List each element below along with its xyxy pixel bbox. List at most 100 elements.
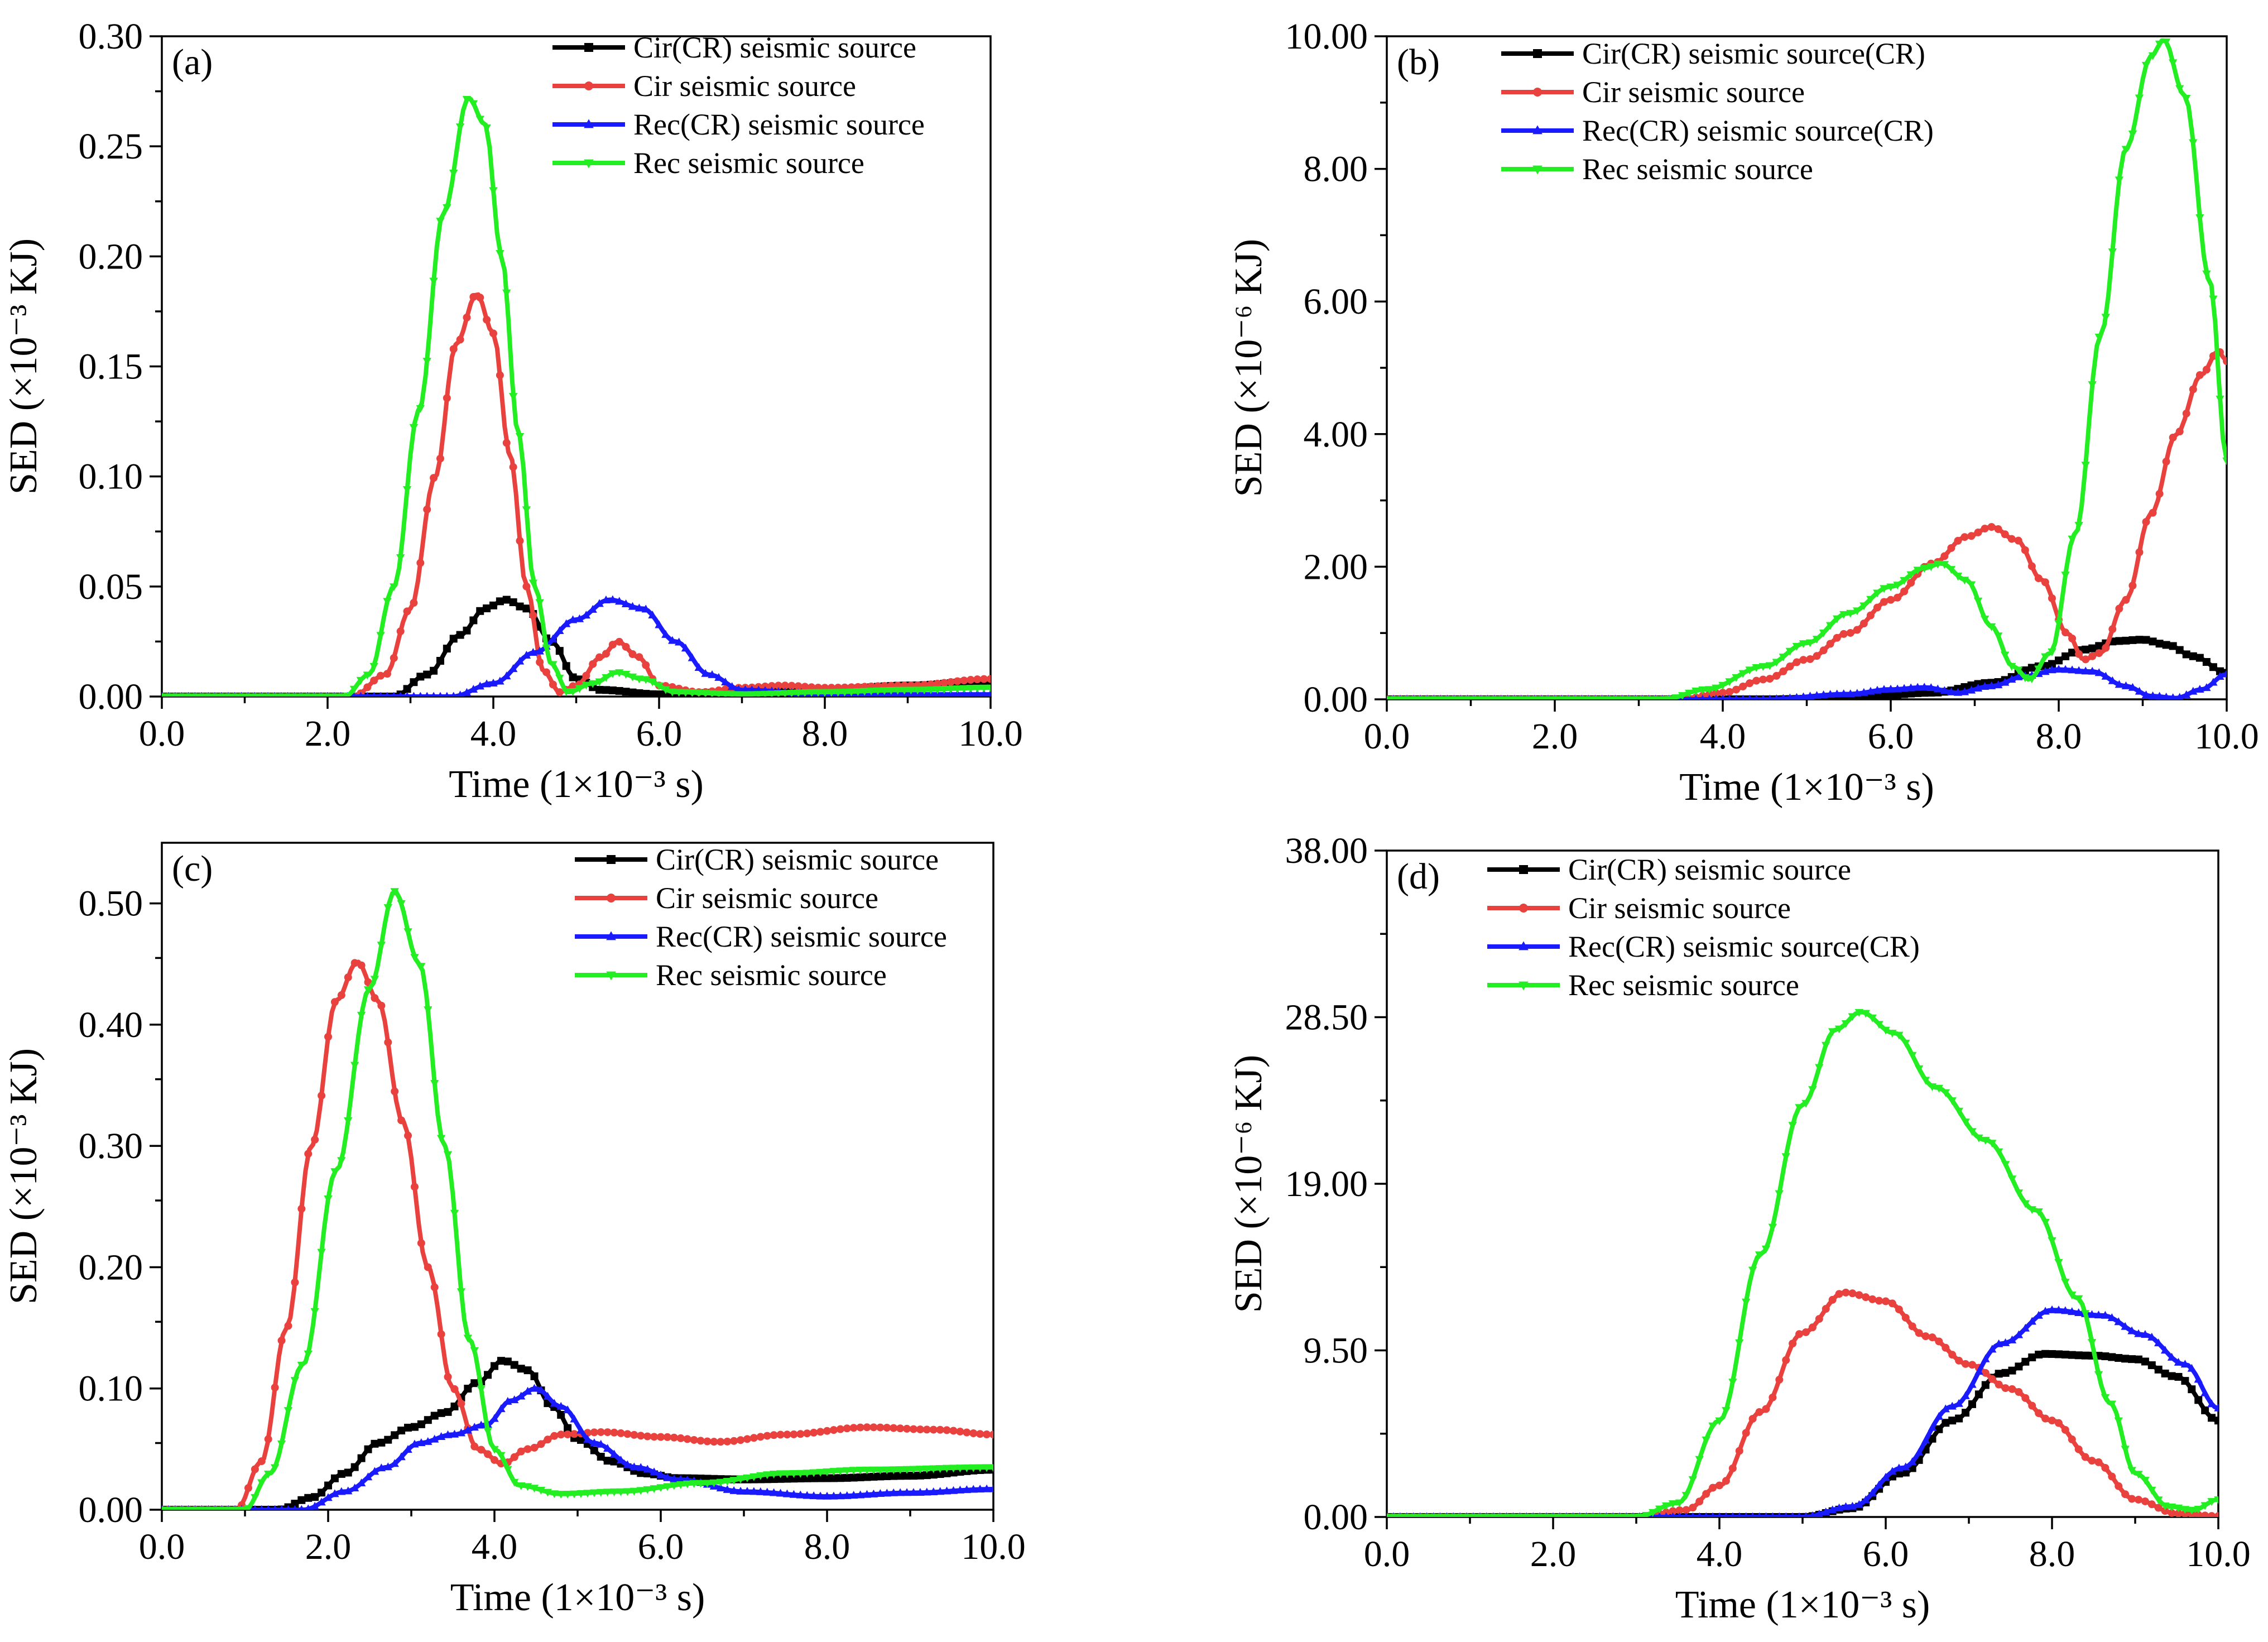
data-point <box>807 689 816 697</box>
data-point <box>608 641 617 649</box>
data-point <box>1961 533 1969 541</box>
data-point <box>1766 675 1774 683</box>
data-point <box>292 1505 298 1510</box>
data-point <box>1828 1028 1837 1036</box>
data-point <box>1682 1506 1690 1514</box>
data-point <box>457 1428 466 1437</box>
data-point <box>1994 1148 2003 1156</box>
data-point <box>1901 1468 1910 1477</box>
data-point <box>490 1446 499 1454</box>
legend-marker <box>1519 865 1528 874</box>
data-point <box>789 1490 799 1498</box>
data-point <box>556 1491 565 1499</box>
data-point <box>1868 1014 1877 1022</box>
data-point <box>2068 1435 2076 1444</box>
data-point <box>497 1452 506 1460</box>
data-point <box>2121 1322 2130 1330</box>
x-tick-label: 10.0 <box>2186 1534 2251 1574</box>
data-point <box>696 1437 705 1445</box>
data-point <box>622 688 630 696</box>
series-rec-seismic-source <box>162 888 993 1510</box>
data-point <box>1941 1404 1950 1413</box>
data-point <box>987 689 991 697</box>
data-point <box>1947 544 1955 552</box>
data-point <box>2188 1385 2196 1394</box>
data-point <box>982 1484 991 1492</box>
data-point <box>2074 1295 2083 1303</box>
data-point <box>1873 603 1881 612</box>
data-point <box>1907 1457 1917 1466</box>
data-point <box>1895 1470 1903 1478</box>
data-point <box>2108 1472 2116 1481</box>
data-point <box>390 888 399 896</box>
data-point <box>290 693 299 697</box>
data-point <box>2195 684 2204 693</box>
data-point <box>2115 176 2124 185</box>
data-point <box>641 676 650 684</box>
data-point <box>1854 1009 1864 1017</box>
data-point <box>1806 655 1814 663</box>
data-point <box>224 693 233 697</box>
data-point <box>404 1423 412 1432</box>
data-point <box>1562 1514 1571 1517</box>
data-point <box>337 1470 345 1478</box>
data-point <box>1967 532 1976 540</box>
series-line <box>1387 1290 2218 1517</box>
data-point <box>2081 1453 2089 1461</box>
data-point <box>2222 669 2227 678</box>
data-point <box>2169 433 2177 441</box>
data-point <box>337 1487 346 1495</box>
data-point <box>1900 587 1909 596</box>
legend-marker <box>607 894 616 902</box>
data-point <box>285 1505 291 1510</box>
data-point <box>443 645 451 653</box>
data-point <box>973 684 982 693</box>
data-point <box>902 1488 911 1496</box>
data-point <box>2114 1317 2123 1326</box>
data-point <box>1859 688 1868 696</box>
legend-marker <box>584 119 594 128</box>
data-point <box>2007 1175 2017 1184</box>
data-point <box>2061 572 2070 580</box>
data-point <box>1893 684 1902 693</box>
data-point <box>430 666 438 675</box>
x-tick-label: 2.0 <box>1530 1534 1577 1574</box>
data-point <box>623 1488 632 1496</box>
data-point <box>2028 1353 2036 1362</box>
x-tick-label: 6.0 <box>638 1526 684 1567</box>
data-point <box>555 688 564 697</box>
data-point <box>1974 1134 1983 1142</box>
legend-marker <box>1519 981 1529 991</box>
data-point <box>489 329 497 338</box>
data-point <box>827 689 836 697</box>
data-point <box>1993 680 2003 689</box>
data-point <box>2108 676 2117 684</box>
data-point <box>955 1485 965 1494</box>
data-point <box>2035 1350 2043 1358</box>
data-point <box>1765 662 1774 670</box>
data-point <box>789 1470 799 1478</box>
data-point <box>344 973 352 982</box>
data-point <box>656 1470 665 1478</box>
data-point <box>2094 333 2103 342</box>
data-point <box>1575 1514 1584 1517</box>
data-point <box>1697 1512 1702 1517</box>
data-point <box>2041 578 2049 587</box>
data-point <box>2115 1482 2123 1490</box>
data-point <box>411 692 417 697</box>
data-point <box>809 1491 818 1500</box>
data-point <box>530 1443 539 1452</box>
data-point <box>2149 637 2157 646</box>
data-point <box>1968 1380 1977 1388</box>
data-point <box>582 611 591 619</box>
data-point <box>2163 692 2170 699</box>
series-rec-cr-seismic-source <box>162 1384 993 1510</box>
y-axis-title: SED (×10⁻⁶ KJ) <box>1227 1055 1270 1313</box>
data-point <box>409 424 419 432</box>
x-tick-label: 0.0 <box>1364 1534 1410 1574</box>
data-point <box>489 601 497 609</box>
data-point <box>443 204 451 213</box>
data-point <box>790 1430 798 1438</box>
data-point <box>1799 656 1808 664</box>
data-point <box>628 650 637 659</box>
